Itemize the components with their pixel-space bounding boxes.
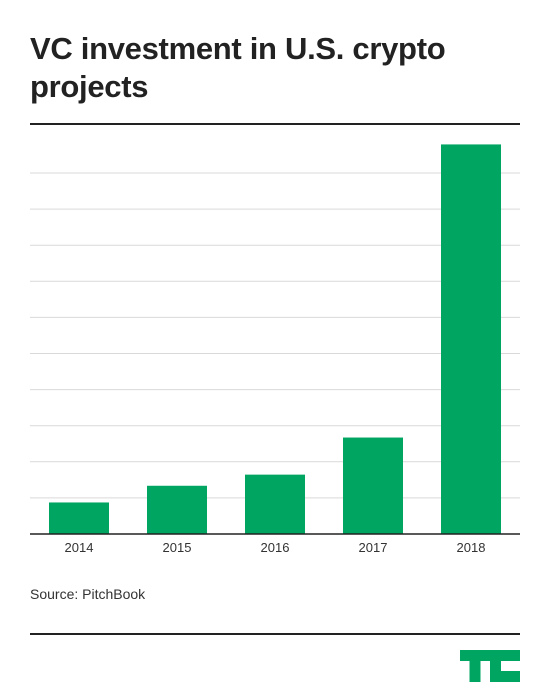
techcrunch-logo-icon [460,650,520,682]
bars [49,144,501,534]
x-tick-label-2017: 2017 [359,540,388,555]
chart-title: VC investment in U.S. crypto projects [30,31,446,104]
bar-chart: 2014 2015 2016 2017 2018 [30,144,520,555]
bar-2017 [343,437,403,534]
gridlines [30,172,520,499]
bar-2016 [245,474,305,534]
bar-2015 [147,485,207,534]
x-tick-labels: 2014 2015 2016 2017 2018 [65,540,486,555]
footer-divider [30,633,520,635]
x-tick-label-2015: 2015 [163,540,192,555]
x-tick-label-2014: 2014 [65,540,94,555]
source-note: Source: PitchBook [30,586,146,602]
bar-2014 [49,502,109,534]
x-tick-label-2016: 2016 [261,540,290,555]
bar-2018 [441,144,501,534]
title-divider [30,123,520,125]
x-tick-label-2018: 2018 [457,540,486,555]
